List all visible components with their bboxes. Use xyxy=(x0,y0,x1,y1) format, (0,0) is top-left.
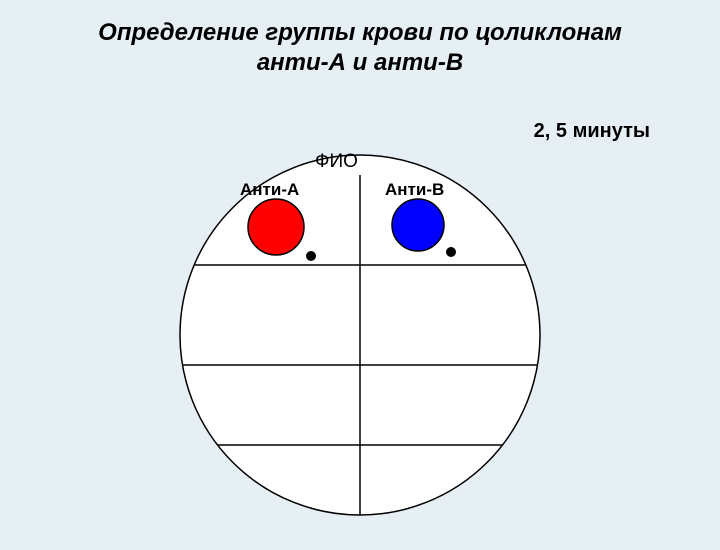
anti-a-reagent-drop xyxy=(248,199,304,255)
label-anti-a: Анти-А xyxy=(240,180,299,199)
page-title: Определение группы крови по цоликлонам а… xyxy=(0,0,720,78)
title-line-1: Определение группы крови по цоликлонам xyxy=(98,19,622,46)
anti-a-blood-dot xyxy=(306,251,316,261)
blood-type-diagram: ФИО Анти-А Анти-В xyxy=(160,145,560,550)
anti-b-reagent-drop xyxy=(392,199,444,251)
anti-b-blood-dot xyxy=(446,247,456,257)
time-label: 2, 5 минуты xyxy=(534,120,650,143)
title-line-2: анти-А и анти-В xyxy=(257,49,463,76)
label-fio: ФИО xyxy=(315,151,358,172)
diagram-svg: ФИО Анти-А Анти-В xyxy=(160,145,560,545)
label-anti-b: Анти-В xyxy=(385,180,444,199)
